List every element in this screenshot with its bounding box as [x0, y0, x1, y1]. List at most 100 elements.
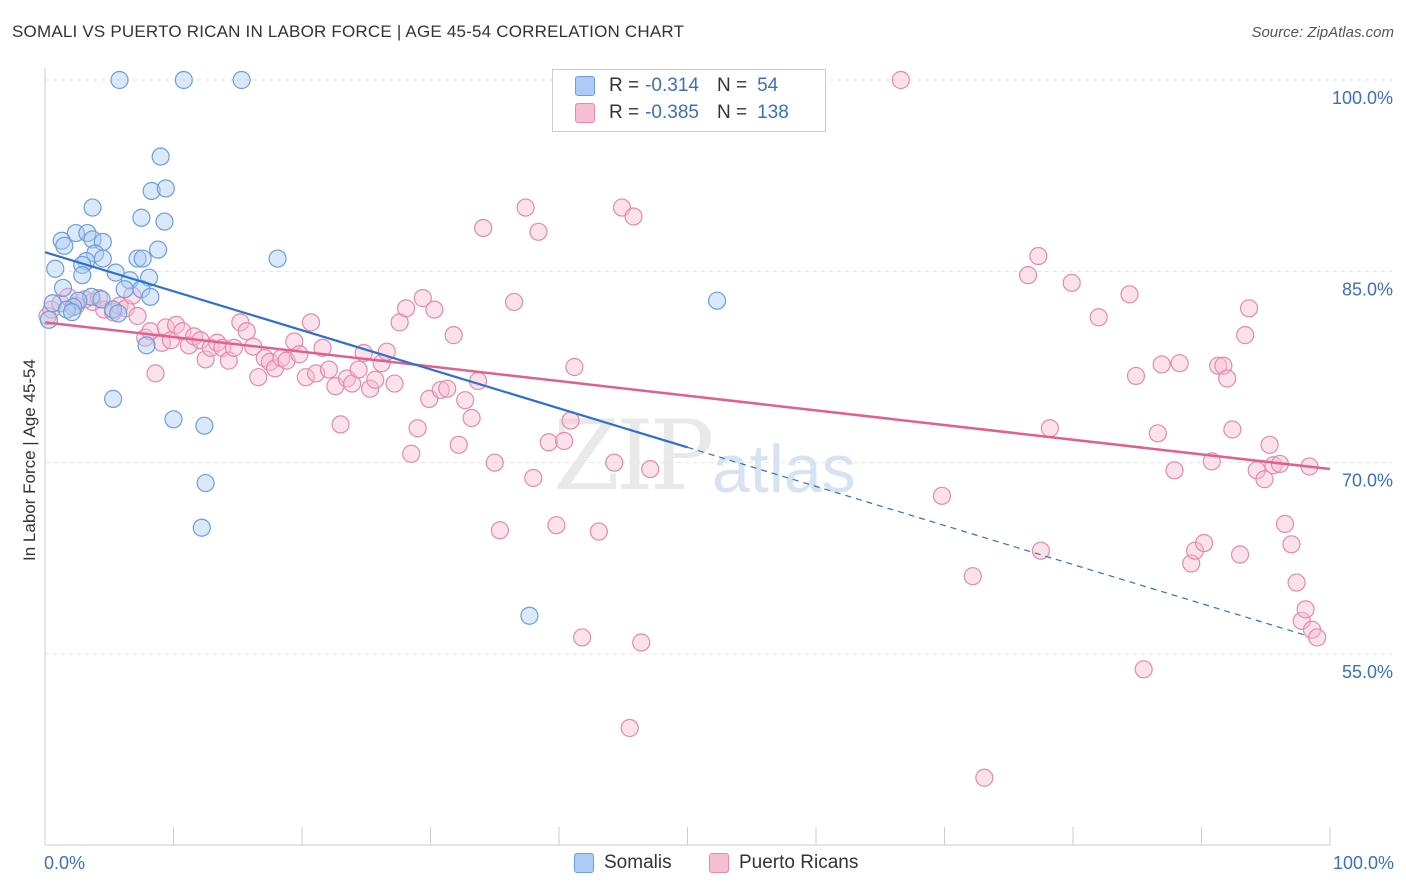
watermark-zip: ZIP [553, 400, 714, 512]
puerto-point-131 [1292, 611, 1311, 630]
r-label: R = [609, 102, 640, 123]
puerto-point-74 [490, 521, 509, 540]
somali-point-8 [155, 212, 174, 231]
puerto-point-42 [296, 368, 315, 387]
somali-point-23 [46, 259, 65, 278]
puerto-point-51 [349, 360, 368, 379]
puerto-point-102 [1040, 419, 1059, 438]
puerto-point-108 [1148, 424, 1167, 443]
puerto-swatch-icon [575, 103, 595, 123]
puerto-point-98 [975, 768, 994, 787]
y-tick-label-3: 55.0% [1342, 662, 1393, 682]
puerto-point-114 [1194, 533, 1214, 553]
puerto-point-130 [1287, 573, 1306, 592]
somali-point-12 [55, 236, 74, 255]
puerto-point-69 [456, 391, 475, 410]
puerto-point-67 [444, 326, 463, 345]
puerto-point-84 [573, 628, 592, 647]
puerto-point-91 [641, 459, 660, 479]
somali-point-29 [115, 280, 134, 299]
puerto-point-129 [1282, 535, 1301, 554]
n-label: N = [716, 102, 748, 123]
legend-item-somalis: Somalis [574, 852, 672, 874]
y-axis-label: In Labor Force | Age 45-54 [20, 359, 39, 561]
somali-point-46 [195, 416, 214, 435]
somali-point-42 [137, 336, 156, 355]
somali-point-28 [53, 278, 73, 298]
puerto-point-64 [425, 300, 444, 319]
somali-point-0 [110, 70, 129, 90]
puerto-point-121 [1236, 326, 1255, 345]
puerto-point-75 [504, 292, 524, 312]
puerto-point-65 [431, 380, 450, 400]
puerto-point-41 [290, 345, 309, 364]
legend-row-somali: R = -0.314 N = 54 [575, 74, 778, 98]
puerto-point-106 [1126, 366, 1146, 386]
somali-n-value: 54 [757, 75, 779, 96]
puerto-point-66 [438, 379, 457, 398]
puerto-point-132 [1296, 600, 1315, 619]
legend-label-somalis: Somalis [604, 852, 672, 873]
tick-labels: 100.0% 85.0% 70.0% 55.0% 0.0% 100.0% [44, 88, 1394, 873]
puerto-point-54 [366, 370, 385, 389]
somali-swatch-icon [575, 76, 595, 96]
puerto-point-101 [1031, 541, 1050, 560]
puerto-point-32 [237, 322, 256, 341]
puerto-point-88 [620, 718, 639, 738]
somali-point-48 [192, 518, 211, 537]
puerto-rican-points [38, 70, 1327, 787]
puerto-point-45 [313, 338, 332, 357]
puerto-point-103 [1062, 273, 1081, 292]
puerto-point-22 [179, 336, 199, 355]
puerto-point-13 [128, 306, 147, 326]
puerto-point-70 [462, 408, 481, 428]
puerto-point-79 [539, 433, 558, 452]
puerto-point-78 [529, 222, 548, 241]
somali-point-32 [141, 287, 160, 306]
somali-point-34 [92, 290, 111, 309]
x-tick-label-min: 0.0% [44, 853, 85, 873]
puerto-r-value: -0.385 [645, 102, 699, 123]
puerto-point-60 [402, 444, 421, 463]
somali-point-27 [73, 266, 92, 285]
puerto-point-85 [589, 522, 608, 541]
somali-point-37 [57, 300, 76, 319]
somali-point-43 [707, 291, 727, 310]
r-label: R = [609, 75, 640, 96]
puerto-point-57 [385, 374, 404, 393]
puerto-point-96 [932, 486, 952, 505]
somali-trend-extension [687, 446, 1305, 636]
puerto-point-110 [1165, 461, 1184, 480]
somalis-legend-icon [574, 853, 594, 873]
somali-point-5 [156, 179, 175, 198]
puerto-point-53 [361, 379, 380, 398]
puerto-point-111 [1170, 354, 1189, 373]
somali-point-1 [174, 70, 193, 90]
puerto-point-124 [1255, 470, 1274, 489]
puerto-point-122 [1239, 299, 1259, 318]
watermark-atlas: atlas [712, 431, 856, 507]
puerto-point-16 [146, 364, 165, 383]
somali-point-21 [268, 249, 287, 268]
puerto-point-99 [1018, 266, 1038, 285]
trend-lines [44, 251, 1331, 636]
puerto-point-109 [1152, 355, 1171, 374]
legend-item-puerto-ricans: Puerto Ricans [709, 852, 858, 874]
somali-point-15 [148, 240, 168, 259]
somali-point-2 [232, 70, 251, 90]
puerto-point-104 [1089, 308, 1108, 327]
somali-point-19 [128, 249, 147, 268]
puerto-point-48 [331, 415, 350, 434]
somali-point-41 [39, 310, 58, 329]
somali-point-4 [142, 181, 161, 201]
puerto-point-31 [231, 313, 250, 332]
somali-point-6 [83, 198, 102, 217]
somali-r-value: -0.314 [645, 75, 699, 96]
puerto-point-73 [485, 453, 504, 472]
legend-row-puerto: R = -0.385 N = 138 [575, 101, 789, 125]
puerto-point-107 [1134, 660, 1153, 679]
source-credit: Source: ZipAtlas.com [1251, 24, 1394, 41]
puerto-point-43 [301, 313, 321, 332]
puerto-point-89 [624, 207, 643, 226]
series-legend: Somalis Puerto Ricans [0, 852, 1406, 878]
